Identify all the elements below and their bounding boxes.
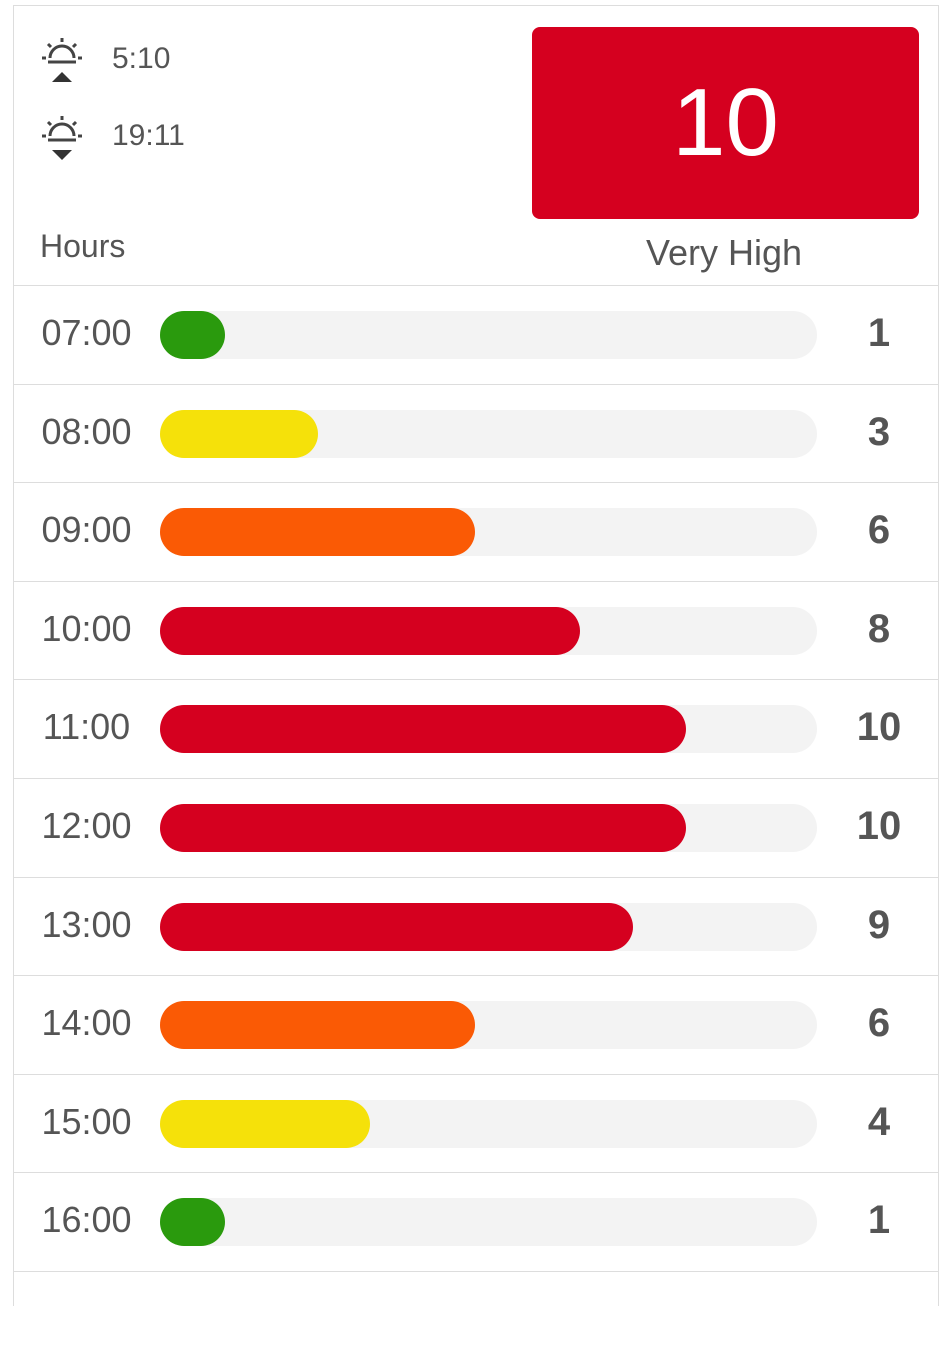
uv-value: 8 — [867, 606, 891, 651]
hour-time: 10:00 — [41, 607, 132, 649]
uv-value: 4 — [867, 1099, 891, 1144]
hour-row: 11:00 10 — [14, 679, 938, 778]
sunset-time: 19:11 — [112, 119, 185, 152]
bar-track — [160, 1198, 817, 1247]
hour-row: 08:00 3 — [14, 383, 938, 483]
hour-row: 12:00 10 — [14, 778, 938, 877]
uv-panel: 5:10 19:11 10 Very High Hours 07:00 1 08:0… — [13, 5, 939, 1306]
row-divider — [14, 1271, 938, 1370]
hour-row: 15:00 4 — [14, 1073, 938, 1173]
uv-value: 6 — [867, 1001, 891, 1046]
uv-value: 6 — [867, 508, 891, 553]
hour-time: 12:00 — [41, 805, 132, 846]
bar-track — [160, 409, 817, 458]
hour-time: 09:00 — [41, 509, 132, 551]
hour-time: 14:00 — [41, 1002, 132, 1044]
page: 5:10 19:11 10 Very High Hours 07:00 1 08:0… — [13, 5, 939, 1306]
hour-time: 13:00 — [41, 903, 132, 945]
bar-track — [160, 606, 817, 655]
uv-bar — [160, 1001, 476, 1050]
uv-value: 10 — [856, 705, 902, 750]
hour-row: 09:00 6 — [14, 482, 938, 581]
bar-track — [160, 508, 817, 557]
uv-value: 1 — [867, 1198, 891, 1243]
uv-bar — [160, 606, 581, 655]
hours-label: Hours — [40, 228, 126, 264]
hour-time: 11:00 — [42, 706, 131, 748]
uv-value: 9 — [867, 902, 891, 947]
uv-bar — [160, 705, 686, 754]
uv-value: 3 — [867, 409, 891, 454]
uv-bar — [160, 311, 225, 359]
uv-index-box: 10 — [532, 27, 919, 219]
uv-bar — [160, 508, 476, 557]
uv-bar — [160, 902, 634, 951]
uv-bar — [160, 409, 318, 458]
bar-track — [160, 311, 817, 359]
hour-row: 16:00 1 — [14, 1172, 938, 1271]
sunrise-time: 5:10 — [112, 42, 171, 75]
uv-bar — [160, 1099, 371, 1148]
hour-row: 14:00 6 — [14, 975, 938, 1074]
uv-bar — [160, 1198, 225, 1247]
uv-value: 1 — [867, 311, 891, 355]
bar-track — [160, 1001, 817, 1050]
hour-row: 13:00 9 — [14, 876, 938, 976]
bar-track — [160, 1099, 817, 1148]
hour-row: 07:00 1 — [14, 285, 938, 384]
uv-level: Very High — [645, 232, 803, 273]
sunset-icon — [42, 116, 82, 160]
bar-track — [160, 804, 817, 852]
hour-time: 08:00 — [41, 410, 132, 452]
hour-row: 10:00 8 — [14, 580, 938, 680]
bar-track — [160, 705, 817, 754]
bar-track — [160, 902, 817, 951]
uv-value: 10 — [856, 804, 902, 848]
sunrise-icon — [42, 38, 82, 82]
uv-bar — [160, 804, 686, 852]
hour-time: 07:00 — [41, 312, 132, 353]
hour-time: 15:00 — [41, 1100, 132, 1142]
hour-time: 16:00 — [41, 1199, 132, 1241]
